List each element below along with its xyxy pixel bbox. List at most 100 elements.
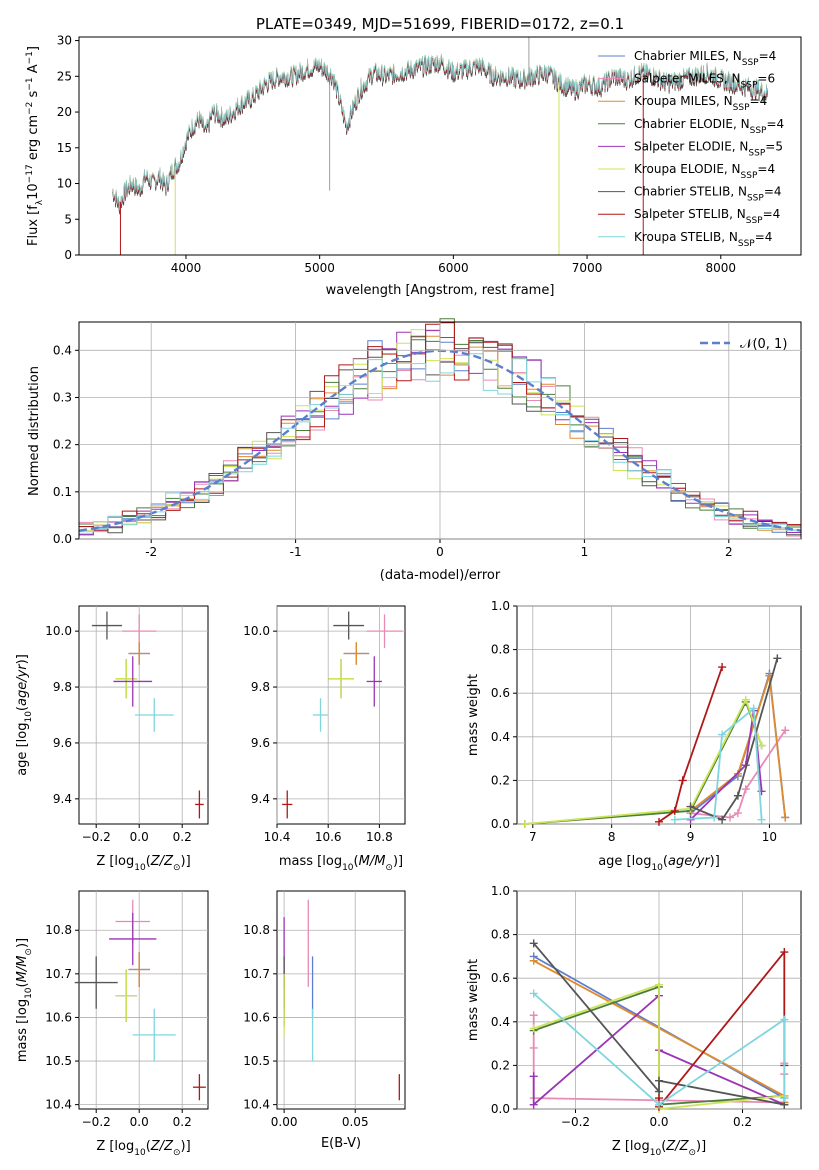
weight-marker	[529, 956, 538, 965]
x-tick-label: -2	[145, 545, 157, 559]
weight-marker	[520, 820, 529, 828]
x-tick-label: 9	[687, 830, 695, 844]
x-tick-label: 0.2	[173, 1115, 192, 1129]
weight-marker	[718, 815, 727, 824]
legend-label: Kroupa ELODIE, NSSP=4	[634, 162, 775, 181]
weight-marker	[726, 813, 734, 822]
axes-age_vs_mass: 10.4 10.6 10.8 9.4 9.6 9.8 10.0	[243, 606, 405, 844]
weight-marker	[529, 1072, 538, 1081]
weight-marker	[773, 654, 782, 663]
x-tick-label: 0.05	[342, 1115, 369, 1129]
legend-label: Kroupa STELIB, NSSP=4	[634, 230, 772, 249]
weight-marker	[686, 802, 695, 811]
errorbar-group	[282, 611, 403, 819]
errorbar-group	[91, 611, 204, 819]
y-axis-label: Normed distribution	[27, 366, 42, 496]
y-tick-label: 9.8	[53, 680, 72, 694]
axes-weight_vs_age: 7 8 9 10 0.0 0.2 0.4 0.6 0.8 1.0	[491, 599, 801, 844]
y-tick-label: 10.5	[45, 1054, 72, 1068]
y-tick-label: 25	[57, 69, 72, 83]
weight-marker	[529, 989, 538, 998]
weight-marker	[718, 663, 727, 672]
y-tick-label: 10.4	[45, 1098, 72, 1112]
x-tick-label: 0.2	[173, 830, 192, 844]
x-axis-label: wavelength [Angstrom, rest frame]	[326, 283, 555, 298]
legend-label: Kroupa MILES, NSSP=4	[634, 94, 767, 113]
weight-marker	[529, 1011, 538, 1020]
x-tick-label: -1	[290, 545, 302, 559]
y-tick-label: 9.6	[251, 736, 270, 750]
y-tick-label: 10.7	[45, 967, 72, 981]
axes-frame	[78, 890, 209, 1110]
y-tick-label: 9.4	[53, 792, 72, 806]
y-tick-label: 10.7	[243, 967, 270, 981]
legend-label: Chabrier STELIB, NSSP=4	[634, 185, 782, 204]
y-axis-label: Flux [fλ10−17 erg cm−2 s−1 A−1]	[25, 46, 45, 246]
y-axis-label: mass weight	[466, 674, 481, 756]
axes-frame	[78, 36, 802, 256]
x-tick-label: 8000	[706, 261, 737, 275]
y-tick-label: 0.8	[491, 928, 510, 942]
weight-marker	[780, 948, 789, 957]
x-axis-label: Z [log10(Z/Z⊙)]	[612, 1139, 706, 1158]
x-tick-label: 0.00	[271, 1115, 298, 1129]
x-tick-label: 7000	[572, 261, 603, 275]
axes-frame	[78, 605, 209, 825]
y-tick-label: 0.2	[491, 773, 510, 787]
y-tick-label: 0.6	[491, 971, 510, 985]
axes-mass_vs_Z: −0.2 0.0 0.2 10.4 10.5 10.6 10.7 10.8	[45, 891, 208, 1129]
weight-line	[690, 658, 779, 821]
y-tick-label: 15	[57, 141, 72, 155]
y-tick-label: 0.0	[491, 817, 510, 831]
weight-marker	[529, 1024, 538, 1033]
weight-marker	[780, 1094, 789, 1103]
y-tick-label: 9.4	[251, 792, 270, 806]
spectrum-plot	[112, 37, 768, 255]
y-tick-label: 10.0	[45, 624, 72, 638]
y-tick-label: 10	[57, 177, 72, 191]
y-tick-label: 0.4	[491, 1015, 510, 1029]
legend-label: Salpeter MILES, NSSP=6	[634, 72, 775, 91]
weight-marker	[655, 817, 663, 826]
errorbar-group	[74, 899, 206, 1101]
weight-marker	[741, 695, 750, 704]
x-tick-label: 2	[725, 545, 733, 559]
weight-line	[524, 697, 763, 825]
x-axis-label: E(B-V)	[321, 1136, 361, 1151]
y-tick-label: 0	[64, 248, 72, 262]
x-tick-label: 10.8	[366, 830, 393, 844]
chart-title: PLATE=0349, MJD=51699, FIBERID=0172, z=0…	[256, 15, 624, 33]
y-tick-label: 0.3	[53, 390, 72, 404]
axes-weight_vs_Z: −0.2 0.0 0.2 0.0 0.2 0.4 0.6 0.8 1.0	[491, 884, 801, 1129]
y-tick-label: 10.5	[243, 1054, 270, 1068]
x-axis-label: Z [log10(Z/Z⊙)]	[96, 1139, 190, 1158]
x-tick-label: 8	[608, 830, 616, 844]
weight-marker	[741, 785, 750, 794]
legend: Chabrier MILES, NSSP=4 Salpeter MILES, NS…	[598, 49, 784, 249]
y-tick-label: 20	[57, 105, 72, 119]
weight-line	[533, 942, 785, 1106]
legend-label: 𝒩(0, 1)	[740, 337, 787, 352]
y-tick-label: 10.0	[243, 624, 270, 638]
weight-marker	[733, 791, 742, 800]
y-tick-label: 1.0	[491, 884, 510, 898]
x-tick-label: 6000	[438, 261, 469, 275]
y-tick-label: 9.6	[53, 736, 72, 750]
y-tick-label: 0.8	[491, 643, 510, 657]
x-tick-label: 0.0	[649, 1115, 668, 1129]
y-axis-label: mass weight	[466, 959, 481, 1041]
axes-spectrum: 4000 5000 6000 7000 8000 0 5 10 15 20 25 30	[57, 34, 736, 275]
weight-marker	[733, 809, 742, 818]
legend-label: Chabrier ELODIE, NSSP=4	[634, 117, 784, 136]
axes-residuals: -2 -1 0 1 2 0.0 0.1 0.2 0.3 0.4	[53, 322, 801, 559]
x-tick-label: −0.2	[82, 1115, 111, 1129]
weight-marker	[757, 815, 766, 824]
weight-marker	[678, 776, 687, 785]
x-tick-label: −0.2	[561, 1115, 590, 1129]
x-axis-label: age [log10(age/yr)]	[598, 854, 720, 873]
weight-line	[658, 666, 723, 823]
y-tick-label: 0.6	[491, 686, 510, 700]
weight-lines	[529, 939, 789, 1113]
legend-label: Chabrier MILES, NSSP=4	[634, 49, 776, 68]
y-tick-label: 5	[64, 212, 72, 226]
